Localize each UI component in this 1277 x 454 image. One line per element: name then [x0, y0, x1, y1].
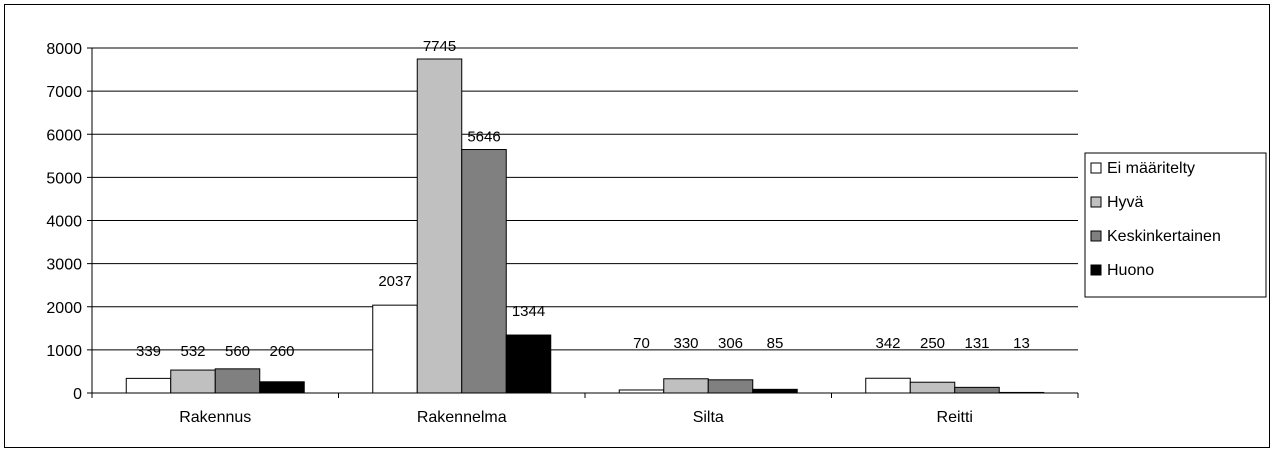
bar — [125, 377, 172, 394]
legend-swatch — [1090, 162, 1102, 174]
y-tick-label: 4000 — [46, 214, 82, 231]
y-tick-label: 3000 — [46, 257, 82, 274]
gridlines — [92, 47, 1078, 351]
bar — [416, 58, 463, 394]
bar — [954, 386, 1000, 394]
legend-swatch — [1090, 196, 1102, 208]
legend-label: Ei määritelty — [1107, 160, 1195, 177]
bars — [125, 58, 1045, 394]
data-label: 306 — [718, 335, 743, 352]
data-label: 330 — [673, 335, 698, 352]
y-tick-label: 2000 — [46, 300, 82, 317]
y-tick-label: 8000 — [46, 41, 82, 58]
data-label: 131 — [964, 335, 989, 352]
bar — [259, 381, 305, 394]
bar — [461, 149, 507, 394]
data-label: 13 — [1013, 335, 1030, 352]
data-label: 85 — [767, 335, 784, 352]
bar — [618, 389, 665, 394]
bar — [214, 368, 261, 394]
legend-swatch — [1090, 230, 1102, 242]
y-tick-label: 1000 — [46, 343, 82, 360]
bar — [909, 381, 956, 394]
bar-chart: 0 1000 2000 3000 4000 5000 6000 7000 8000 Rakennu… — [46, 38, 1267, 426]
bar — [505, 334, 552, 394]
x-tick-label: Rakennelma — [417, 409, 507, 426]
bar — [372, 304, 418, 394]
x-tick-label: Silta — [693, 409, 724, 426]
data-label: 560 — [225, 343, 250, 360]
bar — [865, 377, 911, 394]
legend: Ei määritelty Hyvä Keskinkertainen Huono — [1084, 152, 1267, 298]
bar — [170, 369, 216, 394]
data-label: 260 — [269, 343, 294, 360]
legend-box — [1084, 152, 1267, 298]
data-label: 5646 — [467, 129, 500, 146]
y-tick-label: 6000 — [46, 127, 82, 144]
legend-label: Huono — [1107, 262, 1154, 279]
legend-swatch — [1090, 264, 1102, 276]
bar — [752, 388, 798, 394]
data-label: 532 — [180, 343, 205, 360]
data-label: 2037 — [378, 273, 411, 290]
bar — [998, 391, 1045, 394]
data-label: 250 — [920, 335, 945, 352]
y-tick-label: 7000 — [46, 84, 82, 101]
data-label: 342 — [875, 335, 900, 352]
data-label: 339 — [136, 343, 161, 360]
chart-frame: 0 1000 2000 3000 4000 5000 6000 7000 8000 Rakennu… — [4, 4, 1270, 448]
x-tick-label: Reitti — [937, 409, 973, 426]
axes: 0 1000 2000 3000 4000 5000 6000 7000 8000 Rakennu… — [46, 41, 1079, 426]
y-tick-label: 0 — [73, 386, 82, 403]
x-tick-label: Rakennus — [179, 409, 251, 426]
bar — [707, 379, 754, 394]
data-label: 70 — [633, 335, 650, 352]
bar — [663, 378, 709, 394]
legend-label: Hyvä — [1107, 194, 1144, 211]
y-tick-label: 5000 — [46, 170, 82, 187]
data-label: 1344 — [512, 303, 545, 320]
data-labels: 339 532 560 260 2037 7745 5646 1344 70 330 306 85 34… — [136, 38, 1030, 360]
legend-label: Keskinkertainen — [1107, 228, 1221, 245]
data-label: 7745 — [423, 38, 456, 55]
